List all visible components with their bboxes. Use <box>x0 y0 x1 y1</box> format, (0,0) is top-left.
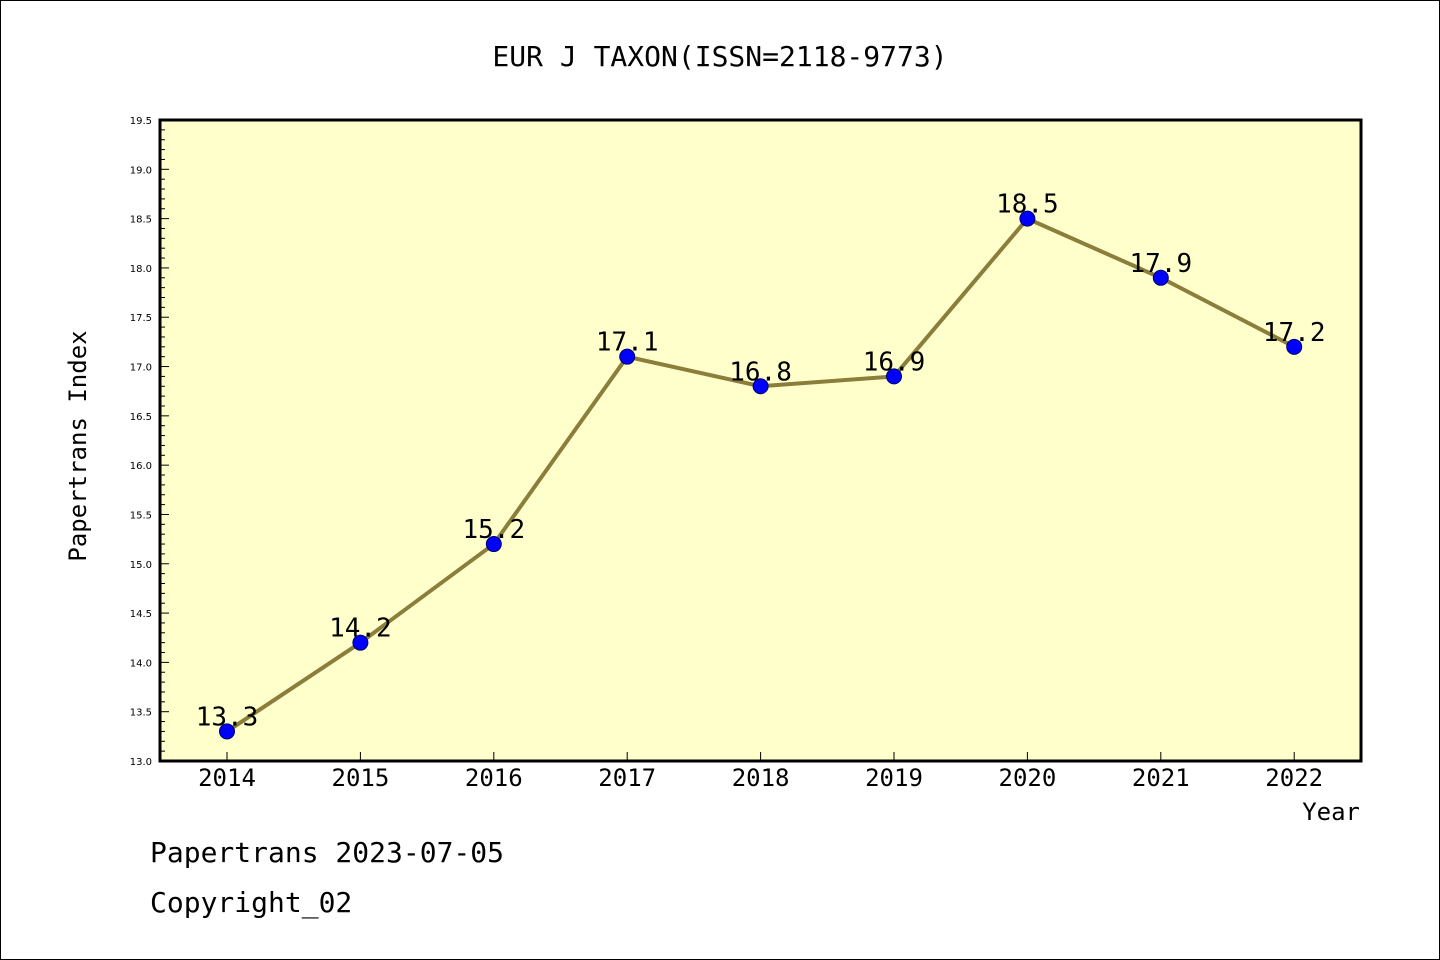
x-tick-label: 2017 <box>598 764 656 792</box>
x-tick-label: 2019 <box>865 764 923 792</box>
data-label: 17.9 <box>1129 249 1192 279</box>
y-tick-label: 16.5 <box>130 412 152 423</box>
x-axis-label: Year <box>1302 798 1360 826</box>
data-point <box>1286 338 1303 355</box>
y-tick-label: 14.0 <box>130 658 152 669</box>
data-label: 17.2 <box>1263 318 1326 348</box>
data-point <box>619 348 636 365</box>
data-point <box>1019 210 1036 227</box>
data-point <box>485 536 502 553</box>
data-point <box>1152 269 1169 286</box>
x-tick-label: 2021 <box>1132 764 1190 792</box>
y-tick-label: 19.0 <box>130 165 152 176</box>
y-tick-label: 17.0 <box>130 363 152 374</box>
y-tick-label: 15.0 <box>130 560 152 571</box>
data-point <box>352 634 369 651</box>
data-label: 14.2 <box>329 614 392 644</box>
y-tick-label: 17.5 <box>130 313 152 324</box>
x-tick-label: 2018 <box>732 764 790 792</box>
plot-area: 13.0 13.5 14.0 14.5 15.0 15.5 16.0 16.5 17.0 17.5… <box>130 116 1363 792</box>
chart-title: EUR J TAXON(ISSN=2118-9773) <box>492 40 947 73</box>
data-label: 18.5 <box>996 190 1059 220</box>
data-label: 15.2 <box>462 515 525 545</box>
y-tick-label: 15.5 <box>130 510 152 521</box>
x-tick-label: 2016 <box>465 764 523 792</box>
plot-background <box>160 120 1361 761</box>
data-label: 16.9 <box>863 347 926 377</box>
plot-border <box>158 118 1363 763</box>
y-axis-label: Papertrans Index <box>64 330 92 561</box>
data-point <box>219 723 235 740</box>
data-point <box>752 378 769 395</box>
x-tick-label: 2020 <box>999 764 1057 792</box>
y-tick-label: 16.0 <box>130 461 152 472</box>
x-tick-label: 2014 <box>198 764 256 792</box>
y-tick-label: 18.0 <box>130 264 152 275</box>
footer-date: Papertrans 2023-07-05 <box>150 836 505 869</box>
data-label: 13.3 <box>196 702 259 732</box>
y-tick-label: 14.5 <box>130 609 152 620</box>
x-tick-label: 2015 <box>332 764 390 792</box>
y-tick-label: 19.5 <box>130 116 152 127</box>
footer-copyright: Copyright_02 <box>150 886 353 919</box>
y-tick-label: 13.0 <box>130 757 152 768</box>
data-label: 17.1 <box>596 328 659 358</box>
y-tick-label: 18.5 <box>130 215 152 226</box>
x-tick-label: 2022 <box>1265 764 1323 792</box>
data-label: 16.8 <box>729 357 792 387</box>
y-tick-label: 13.5 <box>130 708 152 719</box>
data-point <box>886 368 902 385</box>
